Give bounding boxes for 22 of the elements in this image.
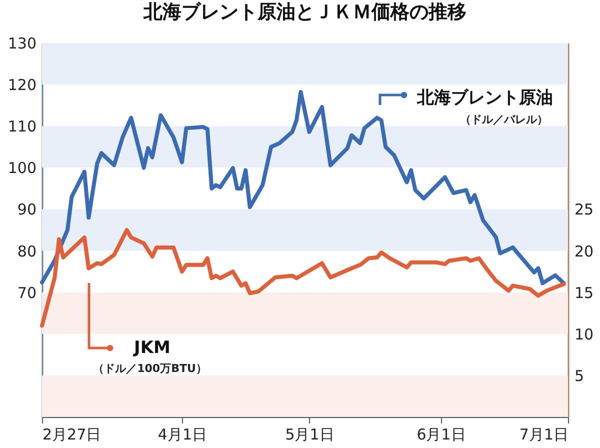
y2-tick-label: 25 [574,200,594,219]
y2-tick-label: 15 [574,284,594,302]
annotation: （ドル／100万BTU） [93,362,207,375]
x-tick-label: 5月1日 [285,426,334,444]
y2-tick-label: 20 [574,242,594,260]
x-tick-label: 7月1日 [519,426,568,444]
y-tick-label: 70 [17,284,36,302]
y2-tick-label: 5 [574,366,584,385]
y-tick-label: 120 [8,76,36,94]
x-tick-label: 4月1日 [158,426,208,444]
y2-tick-label: 10 [574,325,594,344]
annotation: （ドル／バレル） [460,113,548,126]
y-tick-label: 90 [17,200,36,219]
y-tick-label: 80 [17,242,36,260]
y-tick-label: 110 [8,118,36,136]
legend-label: 北海ブレント原油 [416,88,553,108]
y-tick-label: 100 [8,159,36,178]
chart-title: 北海ブレント原油とＪＫＭ価格の推移 [142,1,466,23]
x-tick-label: 6月1日 [416,426,466,444]
legend-label: JKM [133,338,170,358]
y-tick-label: 130 [8,34,36,52]
x-tick-label: 2月27日 [42,426,102,444]
